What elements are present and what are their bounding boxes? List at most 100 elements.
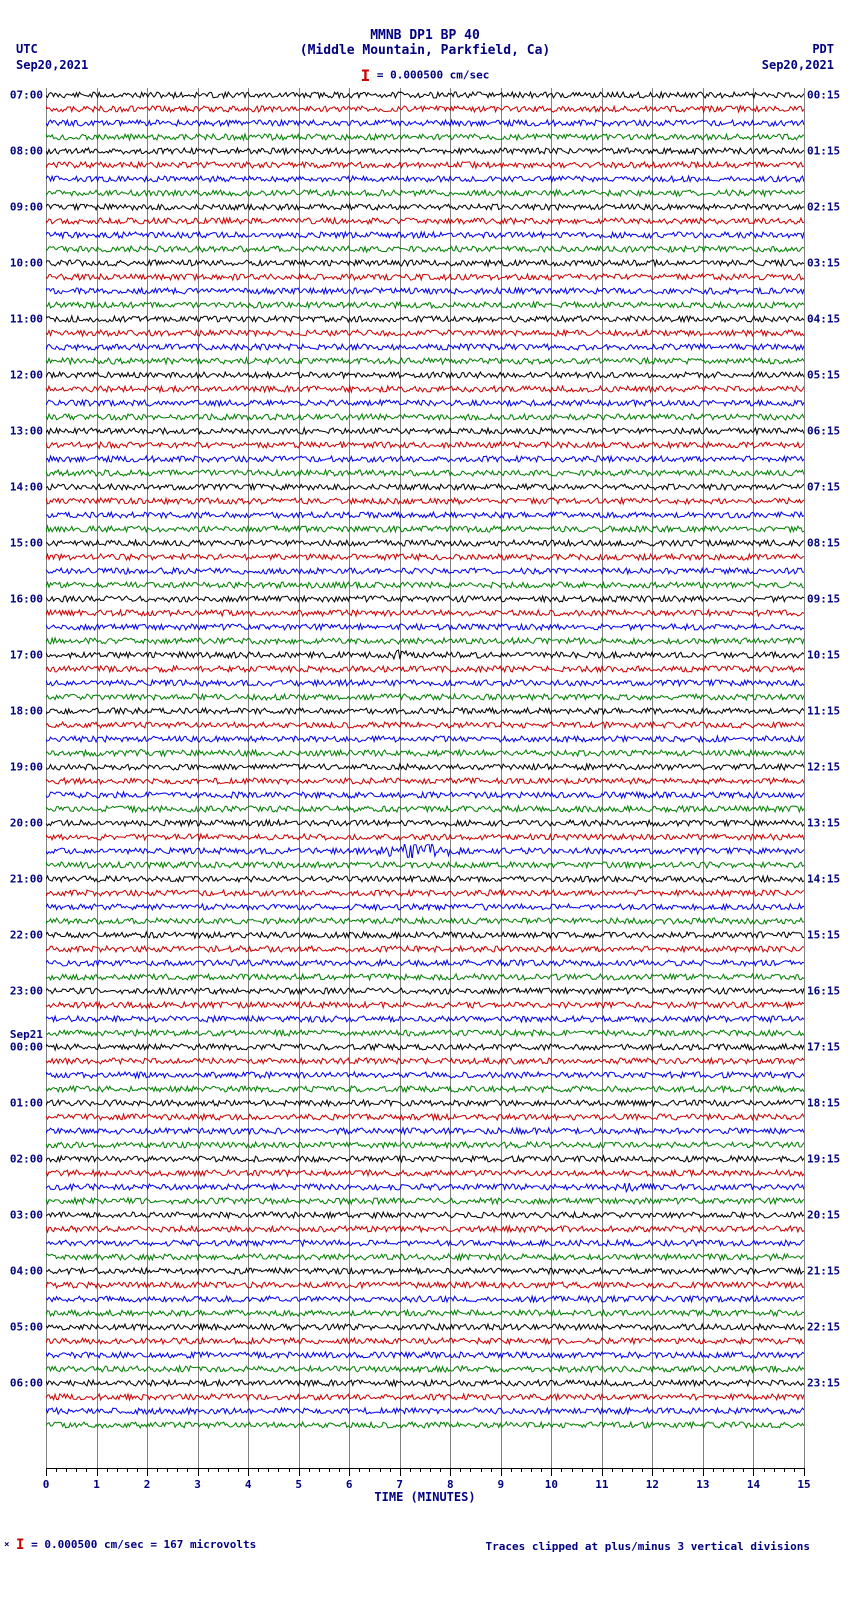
trace-row: 06:0023:15: [46, 1376, 804, 1390]
trace-row: 04:0021:15: [46, 1264, 804, 1278]
pdt-time-label: 00:15: [804, 89, 840, 102]
date-right-label: Sep20,2021: [762, 58, 834, 72]
x-tick-label: 9: [497, 1478, 504, 1491]
x-axis-title: TIME (MINUTES): [374, 1490, 475, 1504]
trace-row: [46, 942, 804, 956]
x-tick-label: 4: [245, 1478, 252, 1491]
trace-row: [46, 844, 804, 858]
footer-left: × I = 0.000500 cm/sec = 167 microvolts: [4, 1537, 256, 1553]
x-tick-label: 10: [545, 1478, 558, 1491]
utc-time-label: 08:00: [10, 145, 46, 158]
scale-note: I = 0.000500 cm/sec: [361, 66, 490, 85]
footer-right: Traces clipped at plus/minus 3 vertical …: [485, 1540, 810, 1553]
utc-time-label: 05:00: [10, 1321, 46, 1334]
pdt-time-label: 01:15: [804, 145, 840, 158]
seismogram-plot: 07:0000:15 08:0001:15 09:0002:15 10:0003:15…: [46, 88, 804, 1468]
trace-row: [46, 1054, 804, 1068]
x-axis: TIME (MINUTES) 0123456789101112131415: [46, 1468, 804, 1503]
trace-row: 18:0011:15: [46, 704, 804, 718]
utc-time-label: 10:00: [10, 257, 46, 270]
pdt-time-label: 18:15: [804, 1097, 840, 1110]
trace-row: [46, 214, 804, 228]
trace-row: [46, 1138, 804, 1152]
trace-row: [46, 298, 804, 312]
pdt-time-label: 23:15: [804, 1377, 840, 1390]
utc-time-label: 16:00: [10, 593, 46, 606]
trace-row: [46, 606, 804, 620]
utc-time-label: 19:00: [10, 761, 46, 774]
pdt-time-label: 06:15: [804, 425, 840, 438]
x-tick-label: 7: [396, 1478, 403, 1491]
x-tick-label: 2: [144, 1478, 151, 1491]
x-tick-label: 1: [93, 1478, 100, 1491]
trace-row: [46, 564, 804, 578]
station-subtitle: (Middle Mountain, Parkfield, Ca): [0, 43, 850, 58]
trace-row: 19:0012:15: [46, 760, 804, 774]
trace-row: [46, 158, 804, 172]
trace-row: 08:0001:15: [46, 144, 804, 158]
trace-row: [46, 788, 804, 802]
trace-row: [46, 382, 804, 396]
x-tick-label: 14: [747, 1478, 760, 1491]
x-tick-label: 6: [346, 1478, 353, 1491]
x-tick-label: 8: [447, 1478, 454, 1491]
trace-row: 15:0008:15: [46, 536, 804, 550]
utc-time-label: 13:00: [10, 425, 46, 438]
pdt-time-label: 21:15: [804, 1265, 840, 1278]
trace-row: [46, 956, 804, 970]
pdt-time-label: 13:15: [804, 817, 840, 830]
pdt-time-label: 12:15: [804, 761, 840, 774]
x-tick-label: 12: [646, 1478, 659, 1491]
trace-row: 00:0017:15Sep21: [46, 1040, 804, 1054]
trace-row: 02:0019:15: [46, 1152, 804, 1166]
tz-left-label: UTC: [16, 42, 38, 56]
trace-row: [46, 494, 804, 508]
trace-row: 20:0013:15: [46, 816, 804, 830]
trace-row: [46, 634, 804, 648]
trace-row: 01:0018:15: [46, 1096, 804, 1110]
trace-row: [46, 1348, 804, 1362]
trace-row: [46, 1166, 804, 1180]
utc-time-label: 11:00: [10, 313, 46, 326]
trace-row: 07:0000:15: [46, 88, 804, 102]
trace-row: 11:0004:15: [46, 312, 804, 326]
trace-row: 16:0009:15: [46, 592, 804, 606]
trace-row: [46, 186, 804, 200]
pdt-time-label: 02:15: [804, 201, 840, 214]
trace-row: [46, 1404, 804, 1418]
trace-row: [46, 326, 804, 340]
trace-row: [46, 130, 804, 144]
pdt-time-label: 15:15: [804, 929, 840, 942]
utc-time-label: 04:00: [10, 1265, 46, 1278]
pdt-time-label: 20:15: [804, 1209, 840, 1222]
trace-row: [46, 396, 804, 410]
trace-row: [46, 998, 804, 1012]
utc-time-label: 03:00: [10, 1209, 46, 1222]
trace-row: [46, 1390, 804, 1404]
pdt-time-label: 08:15: [804, 537, 840, 550]
trace-row: 14:0007:15: [46, 480, 804, 494]
trace-row: [46, 354, 804, 368]
x-tick-label: 3: [194, 1478, 201, 1491]
trace-row: 09:0002:15: [46, 200, 804, 214]
trace-row: [46, 116, 804, 130]
date-left-label: Sep20,2021: [16, 58, 88, 72]
trace-row: 10:0003:15: [46, 256, 804, 270]
pdt-time-label: 07:15: [804, 481, 840, 494]
trace-row: [46, 1222, 804, 1236]
trace-row: [46, 578, 804, 592]
utc-time-label: 15:00: [10, 537, 46, 550]
trace-row: [46, 438, 804, 452]
trace-row: [46, 1236, 804, 1250]
seismogram-container: MMNB DP1 BP 40 (Middle Mountain, Parkfie…: [0, 0, 850, 1613]
station-title: MMNB DP1 BP 40: [0, 28, 850, 43]
x-tick-label: 15: [797, 1478, 810, 1491]
trace-row: [46, 466, 804, 480]
header: MMNB DP1 BP 40 (Middle Mountain, Parkfie…: [0, 0, 850, 58]
trace-row: [46, 1362, 804, 1376]
pdt-time-label: 04:15: [804, 313, 840, 326]
trace-row: 23:0016:15: [46, 984, 804, 998]
trace-row: [46, 690, 804, 704]
trace-row: 03:0020:15: [46, 1208, 804, 1222]
trace-row: [46, 1334, 804, 1348]
